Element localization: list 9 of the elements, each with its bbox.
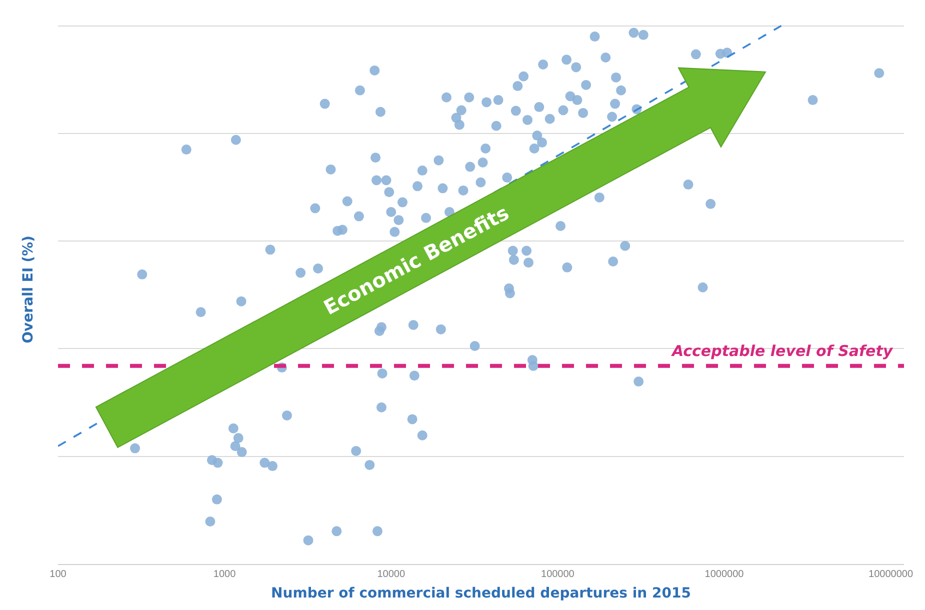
x-tick-label: 100 xyxy=(50,569,67,580)
x-tick-label: 1000000 xyxy=(704,569,744,580)
x-tick-label: 10000000 xyxy=(868,569,914,580)
x-tick-label: 1000 xyxy=(213,569,236,580)
y-axis-title: Overall EI (%) xyxy=(20,236,37,344)
x-tick-label: 100000 xyxy=(541,569,575,580)
ref-line-label: Acceptable level of Safety xyxy=(671,342,894,360)
x-axis-title: Number of commercial scheduled departures in 2015 xyxy=(271,585,691,602)
x-tick-label: 10000 xyxy=(377,569,406,580)
